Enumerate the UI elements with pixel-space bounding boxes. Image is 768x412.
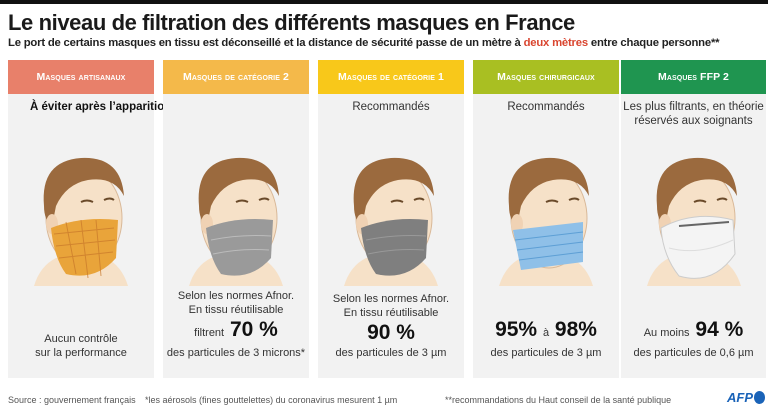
dark-grey-fabric-mask-icon [336, 136, 446, 286]
filtration-info: 95% à 98% des particules de 3 µm [473, 317, 619, 360]
recommendation-note: Recommandés [507, 101, 585, 113]
mask-type-header: Masques artisanaux [8, 60, 154, 94]
info-line-2: En tissu réutilisable [188, 304, 284, 316]
mask-column: Masques chirurgicaux Recommandés 95% à 9… [473, 60, 619, 378]
info-line-1: Aucun contrôle [44, 333, 118, 345]
filtration-value: 95% à 98% [495, 318, 597, 341]
top-bar [0, 0, 768, 4]
filtration-detail: des particules de 3 microns* [166, 347, 306, 359]
subtitle-highlight: deux mètres [523, 37, 589, 49]
mask-column: Masques de catégorie 1 Recommandés Selon… [318, 60, 464, 378]
footer-note-1: *les aérosols (fines gouttelettes) du co… [145, 395, 398, 405]
subtitle: Le port de certains masques en tissu est… [8, 37, 720, 49]
filtration-value: 90 % [367, 321, 415, 344]
filtration-info: Aucun contrôle sur la performance [8, 332, 154, 360]
footer-note-2: **recommandations du Haut conseil de la … [445, 395, 672, 405]
mask-panel: Les plus filtrants, en théorie réservés a… [621, 94, 766, 378]
filtration-info: Au moins 94 % des particules de 0,6 µm [621, 317, 766, 360]
filtration-info: Selon les normes Afnor. En tissu réutilis… [163, 289, 309, 360]
ffp2-mask-icon [639, 136, 749, 286]
filtration-value: Au moins 94 % [643, 318, 744, 341]
recommendation-note: Recommandés [352, 101, 430, 113]
info-line-2: En tissu réutilisable [343, 307, 439, 319]
mask-type-header: Masques chirurgicaux [473, 60, 619, 94]
mask-column: Masques de catégorie 2 Selon les normes … [163, 60, 309, 378]
mask-panel: Recommandés Selon les normes Afnor. En ti… [318, 94, 464, 378]
footer-source: Source : gouvernement français [8, 395, 136, 405]
mask-type-header: Masques de catégorie 1 [318, 60, 464, 94]
filtration-detail: des particules de 3 µm [335, 347, 447, 359]
afp-logo: AFP [727, 390, 765, 405]
filtration-info: Selon les normes Afnor. En tissu réutilis… [318, 292, 464, 360]
page-title: Le niveau de filtration des différents m… [8, 10, 575, 35]
fabric-pattern-mask-icon [26, 136, 136, 286]
mask-panel: Selon les normes Afnor. En tissu réutilis… [163, 94, 309, 378]
mask-column: Masques FFP 2 Les plus filtrants, en thé… [621, 60, 766, 378]
filtration-detail: des particules de 3 µm [490, 347, 602, 359]
mask-panel: À éviter après l’apparition de nouveaux … [8, 94, 292, 378]
filtration-detail: des particules de 0,6 µm [633, 347, 754, 359]
mask-type-header: Masques FFP 2 [621, 60, 766, 94]
mask-column: Masques artisanaux À éviter après l’appa… [8, 60, 292, 378]
surgical-mask-icon [491, 136, 601, 286]
info-line-1: Selon les normes Afnor. [177, 290, 295, 302]
info-line-1: Selon les normes Afnor. [332, 293, 450, 305]
mask-panel: Recommandés 95% à 98% des particules de 3… [473, 94, 619, 378]
info-line-2: sur la performance [35, 347, 127, 359]
mask-type-header: Masques de catégorie 2 [163, 60, 309, 94]
filtration-value: filtrent 70 % [194, 318, 278, 341]
recommendation-note: Les plus filtrants, en théorie réservés a… [623, 101, 764, 127]
grey-fabric-mask-icon [181, 136, 291, 286]
